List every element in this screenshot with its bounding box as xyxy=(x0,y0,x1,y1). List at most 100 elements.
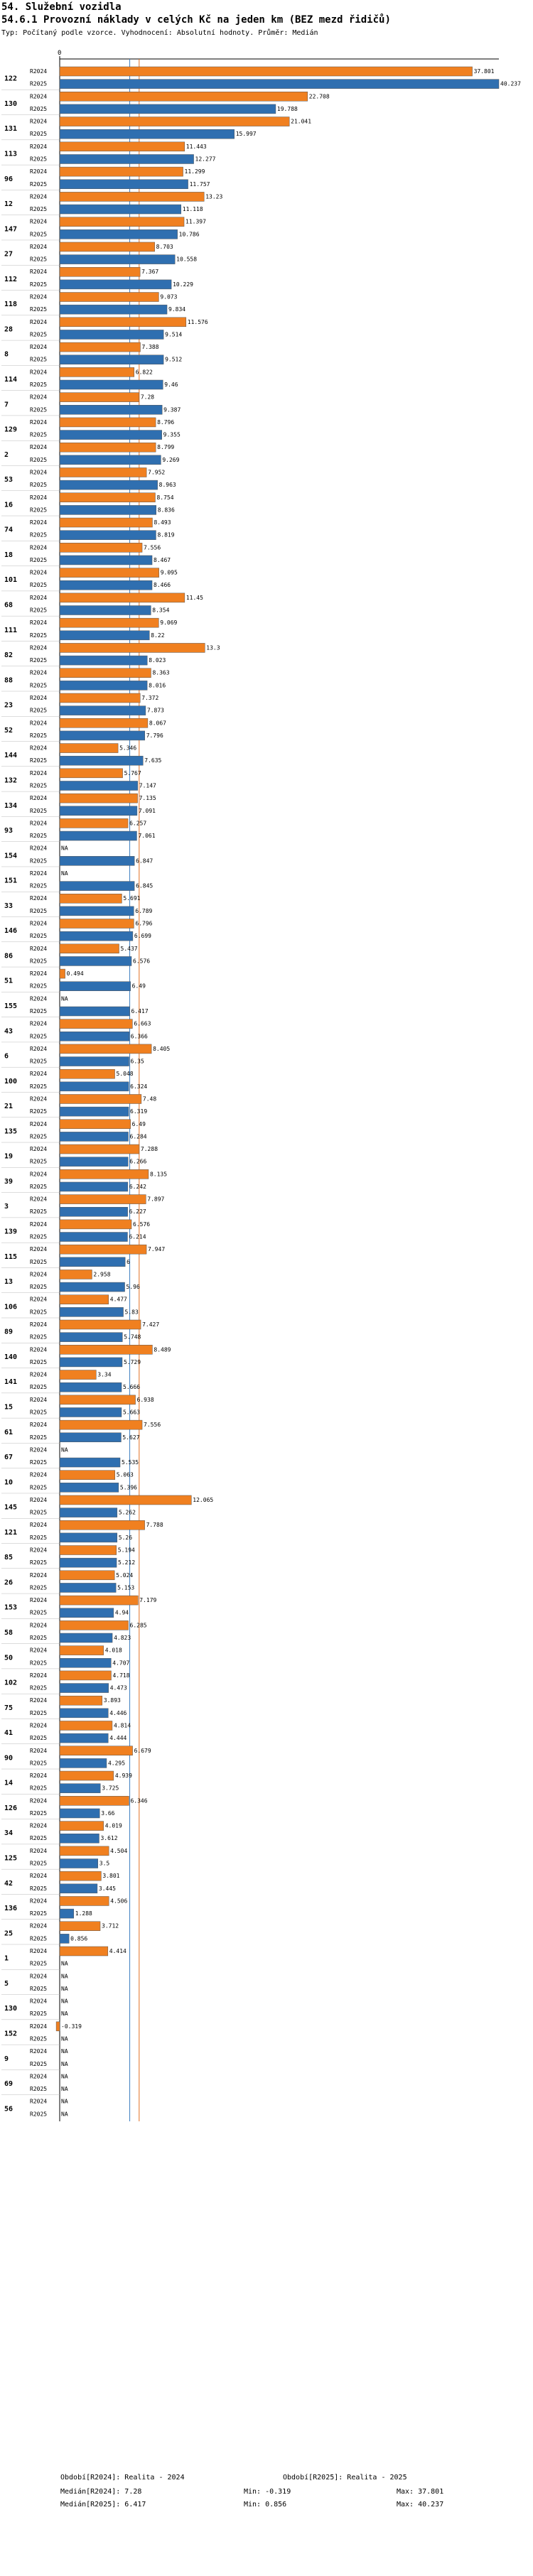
data-label-2024: 4.018 xyxy=(105,1647,122,1654)
category-label: 43 xyxy=(4,1027,13,1035)
series-label-2025: R2025 xyxy=(30,1584,47,1591)
series-label-2025: R2025 xyxy=(30,507,47,513)
bar-2024 xyxy=(59,1194,146,1204)
legend-2024-title: Období[R2024]: Realita - 2024 xyxy=(60,2474,185,2482)
bar-2025 xyxy=(59,555,153,565)
bar-2024 xyxy=(59,1871,102,1881)
series-label-2024: R2024 xyxy=(30,745,47,752)
series-label-2025: R2025 xyxy=(30,883,47,889)
series-label-2024: R2024 xyxy=(30,1497,47,1503)
series-label-2024: R2024 xyxy=(30,93,47,99)
series-label-2025: R2025 xyxy=(30,1083,47,1090)
series-label-2024: R2024 xyxy=(30,144,47,150)
bar-2024 xyxy=(59,818,129,828)
bar-2024 xyxy=(59,117,290,126)
bar-2025 xyxy=(59,1006,130,1017)
data-label-2025: 40.237 xyxy=(500,81,521,87)
bar-2024 xyxy=(59,1645,104,1655)
category-label: 82 xyxy=(4,651,13,659)
series-label-2024: R2024 xyxy=(30,1422,47,1428)
bar-2025 xyxy=(59,1032,130,1041)
bar-2025 xyxy=(59,1733,109,1743)
bar-2024 xyxy=(59,1345,153,1355)
series-label-2025: R2025 xyxy=(30,1935,47,1942)
category-label: 89 xyxy=(4,1328,13,1336)
series-label-2024: R2024 xyxy=(30,1923,47,1930)
series-label-2025: R2025 xyxy=(30,1384,47,1390)
data-label-2024: 6.663 xyxy=(134,1021,151,1027)
data-label-2024: 4.414 xyxy=(109,1948,126,1954)
data-label-2025: 6.417 xyxy=(131,1008,149,1014)
series-label-2024: R2024 xyxy=(30,68,47,75)
na-label-2024: NA xyxy=(61,1998,68,2005)
series-label-2025: R2025 xyxy=(30,532,47,539)
data-label-2024: 11.299 xyxy=(185,168,205,175)
series-label-2025: R2025 xyxy=(30,1459,47,1466)
series-label-2024: R2024 xyxy=(30,1823,47,1829)
series-label-2025: R2025 xyxy=(30,1334,47,1341)
bar-2024 xyxy=(59,1169,149,1179)
data-label-2024: 6.822 xyxy=(136,369,153,375)
data-label-2025: 8.354 xyxy=(152,607,169,614)
na-label-2025: NA xyxy=(61,2086,68,2092)
category-label: 88 xyxy=(4,676,13,684)
series-label-2025: R2025 xyxy=(30,1259,47,1265)
data-label-2024: 7.427 xyxy=(142,1321,159,1328)
na-label-2025: NA xyxy=(61,1986,68,1992)
chart-title: 54.6.1 Provozní náklady v celých Kč na j… xyxy=(1,14,391,26)
data-label-2025: 8.016 xyxy=(149,682,166,688)
data-label-2024: 5.024 xyxy=(116,1572,133,1579)
na-label-2024: NA xyxy=(61,995,68,1002)
category-label: 61 xyxy=(4,1429,13,1436)
bar-2024 xyxy=(59,617,159,628)
data-label-2024: 6.285 xyxy=(130,1622,147,1628)
category-label: 3 xyxy=(4,1203,9,1211)
na-label-2024: NA xyxy=(61,2048,68,2055)
data-label-2025: 3.612 xyxy=(100,1835,117,1841)
category-label: 52 xyxy=(4,727,13,735)
bar-2024 xyxy=(59,1219,132,1230)
series-label-2024: R2024 xyxy=(30,1271,47,1277)
series-label-2024: R2024 xyxy=(30,1697,47,1704)
series-label-2025: R2025 xyxy=(30,1810,47,1817)
data-label-2024: 9.073 xyxy=(160,294,177,301)
category-label: 41 xyxy=(4,1729,13,1737)
bar-2025 xyxy=(59,580,153,590)
data-label-2025: 10.229 xyxy=(173,281,193,288)
data-label-2025: 4.94 xyxy=(115,1610,129,1616)
category-label: 131 xyxy=(4,125,17,133)
series-label-2024: R2024 xyxy=(30,970,47,977)
series-label-2024: R2024 xyxy=(30,1196,47,1203)
series-label-2024: R2024 xyxy=(30,1397,47,1403)
series-label-2025: R2025 xyxy=(30,281,47,288)
series-label-2025: R2025 xyxy=(30,557,47,563)
bar-2024 xyxy=(59,266,141,277)
bar-2025 xyxy=(59,104,276,114)
series-label-2024: R2024 xyxy=(30,1522,47,1528)
data-label-2025: 6.266 xyxy=(129,1159,146,1165)
bar-2024 xyxy=(59,1119,131,1130)
series-label-2024: R2024 xyxy=(30,1948,47,1954)
series-label-2025: R2025 xyxy=(30,657,47,664)
bar-2025 xyxy=(59,755,144,766)
series-label-2025: R2025 xyxy=(30,1861,47,1867)
data-label-2025: 3.5 xyxy=(99,1861,110,1867)
bar-2025 xyxy=(59,530,156,540)
bar-2024 xyxy=(59,543,143,553)
series-label-2025: R2025 xyxy=(30,983,47,990)
series-label-2025: R2025 xyxy=(30,306,47,313)
data-label-2025: 19.788 xyxy=(277,106,298,112)
data-label-2024: 21.041 xyxy=(291,119,311,125)
bar-2025 xyxy=(59,1858,99,1868)
data-label-2025: 7.635 xyxy=(144,757,161,764)
na-label-2024: NA xyxy=(61,845,68,852)
bar-2025 xyxy=(59,129,235,139)
category-label: 136 xyxy=(4,1905,17,1912)
series-label-2024: R2024 xyxy=(30,168,47,175)
series-label-2024: R2024 xyxy=(30,2048,47,2055)
data-label-2025: 7.147 xyxy=(139,782,156,789)
data-label-2024: 8.363 xyxy=(152,670,169,676)
series-label-2025: R2025 xyxy=(30,1284,47,1290)
na-label-2024: NA xyxy=(61,1446,68,1453)
category-label: 140 xyxy=(4,1353,17,1361)
